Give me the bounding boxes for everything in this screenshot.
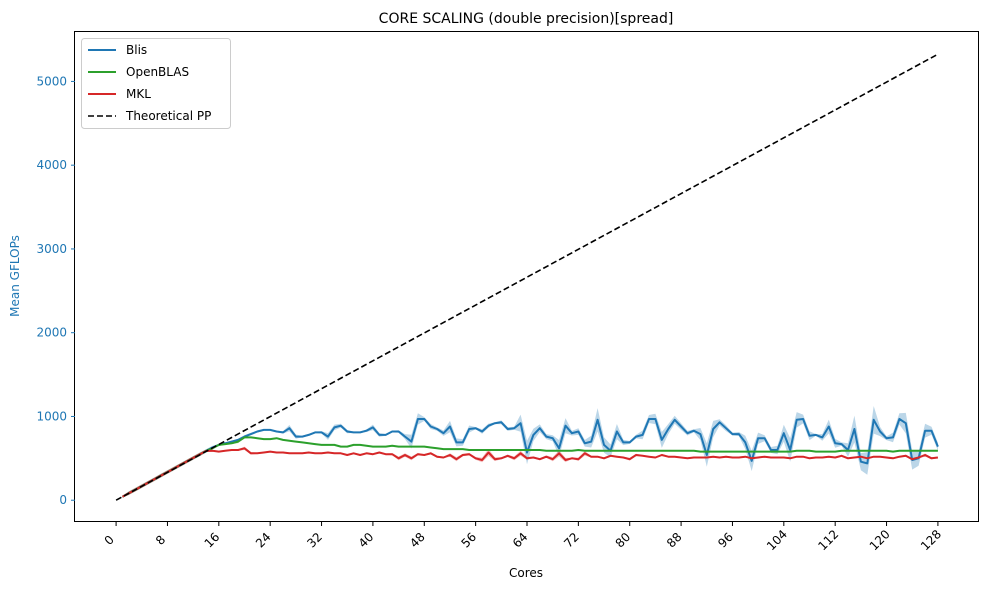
series-line-theoretical-pp	[115, 53, 939, 501]
y-axis-label: Mean GFLOPs	[8, 235, 22, 317]
legend-label-mkl: MKL	[126, 87, 151, 101]
band-blis	[122, 406, 938, 498]
axes-frame	[74, 31, 979, 522]
y-tick-label: 4000	[36, 158, 67, 172]
x-axis-label: Cores	[509, 566, 543, 580]
y-tick-label: 1000	[36, 409, 67, 423]
plot-area	[74, 31, 979, 522]
y-tick-label: 3000	[36, 242, 67, 256]
y-tick-label: 2000	[36, 326, 67, 340]
legend-label-blis: Blis	[126, 43, 147, 57]
legend-label-theoretical-pp: Theoretical PP	[125, 109, 211, 123]
y-tick-label: 0	[59, 493, 67, 507]
series-lines	[115, 53, 939, 501]
legend: Blis OpenBLAS MKL Theoretical PP	[81, 38, 231, 129]
chart-title: CORE SCALING (double precision)[spread]	[379, 11, 674, 27]
series-line-mkl	[122, 447, 939, 498]
series-line-openblas	[122, 436, 938, 498]
y-tick-label: 5000	[36, 74, 67, 88]
legend-label-openblas: OpenBLAS	[126, 65, 189, 79]
series-line-blis	[122, 418, 939, 498]
legend-frame	[81, 38, 231, 129]
y-axis: 0 1000 2000 3000 4000 5000	[36, 74, 75, 507]
